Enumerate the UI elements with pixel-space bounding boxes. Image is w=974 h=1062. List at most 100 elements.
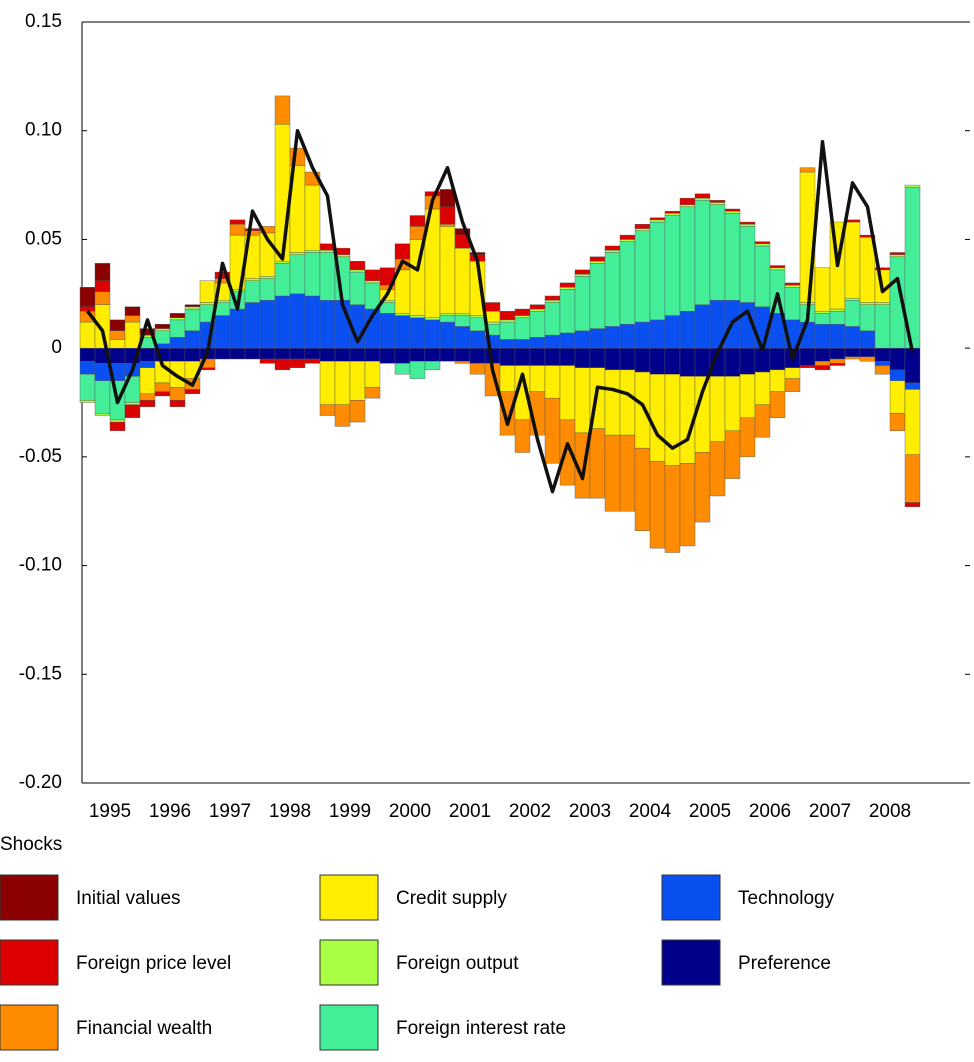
bar-segment <box>769 391 786 418</box>
x-tick-label: 1997 <box>209 801 251 822</box>
bar-segment <box>394 315 411 349</box>
bar-segment <box>784 287 801 321</box>
bar-segment <box>559 332 576 349</box>
bar-segment <box>814 324 831 349</box>
bar-segment <box>274 263 291 297</box>
bar-segment <box>769 267 786 271</box>
bar-segment <box>604 347 621 371</box>
bar-segment <box>169 317 186 321</box>
bar-segment <box>454 360 471 364</box>
bar-segment <box>889 254 906 258</box>
legend-label: Foreign interest rate <box>396 1018 566 1039</box>
bar-segment <box>244 302 261 349</box>
bar-segment <box>424 317 441 321</box>
bar-segment <box>814 347 831 362</box>
bar-segment <box>124 321 141 349</box>
bar-segment <box>154 391 171 397</box>
bar-segment <box>709 441 726 497</box>
bar-segment <box>634 347 651 373</box>
bar-segment <box>289 252 306 255</box>
bar-segment <box>529 347 546 366</box>
bar-segment <box>844 300 861 327</box>
legend-swatch <box>319 874 379 921</box>
bar-segment <box>814 310 831 314</box>
y-tick-label: -0.05 <box>19 446 62 467</box>
bar-segment <box>289 358 306 368</box>
x-tick-label: 2003 <box>569 801 611 822</box>
bar-segment <box>844 326 861 349</box>
bar-segment <box>169 337 186 349</box>
bar-segment <box>874 304 891 349</box>
bar-segment <box>439 321 456 349</box>
bar-segment <box>139 393 156 401</box>
bar-segment <box>724 208 741 212</box>
bar-segment <box>139 400 156 408</box>
bar-segment <box>184 330 201 349</box>
bar-segment <box>604 326 621 349</box>
bar-segment <box>529 310 546 338</box>
bar-segment <box>769 265 786 268</box>
y-tick-label: 0.10 <box>25 120 62 141</box>
bar-segment <box>79 287 96 308</box>
bar-segment <box>79 306 96 312</box>
bar-segment <box>844 297 861 301</box>
bar-segment <box>334 247 351 255</box>
bar-segment <box>829 308 846 312</box>
bar-segment <box>124 404 141 418</box>
bar-segment <box>709 376 726 442</box>
bar-segment <box>649 217 666 221</box>
bar-segment <box>394 363 411 375</box>
bar-segment <box>229 224 246 236</box>
bar-segment <box>424 319 441 349</box>
x-tick-label: 1999 <box>329 801 371 822</box>
bar-segment <box>169 313 186 318</box>
bar-segment <box>454 228 471 236</box>
bar-segment <box>424 360 441 371</box>
bar-segment <box>244 278 261 281</box>
bar-segment <box>469 252 486 255</box>
bar-segment <box>169 400 186 408</box>
bar-segment <box>769 369 786 392</box>
bar-segment <box>769 347 786 371</box>
bar-segment <box>124 306 141 316</box>
bar-segment <box>814 313 831 325</box>
x-tick-label: 1998 <box>269 801 311 822</box>
bar-segment <box>814 267 831 312</box>
bar-segment <box>544 334 561 349</box>
bar-segment <box>94 291 111 305</box>
bar-segment <box>739 417 756 458</box>
bar-segment <box>499 310 516 321</box>
bar-segment <box>229 219 246 225</box>
bar-segment <box>409 347 426 362</box>
x-tick-label: 2005 <box>689 801 731 822</box>
bar-segment <box>724 376 741 431</box>
bar-segment <box>394 347 411 364</box>
bar-segment <box>874 302 891 305</box>
bar-segment <box>664 315 681 349</box>
bar-segment <box>904 389 921 455</box>
bar-segment <box>694 452 711 523</box>
bar-segment <box>484 302 501 312</box>
legend-label: Financial wealth <box>76 1018 212 1039</box>
bar-segment <box>154 324 171 329</box>
bar-segment <box>439 206 456 225</box>
bar-segment <box>874 360 891 366</box>
bar-segment <box>814 360 831 366</box>
bar-segment <box>664 347 681 375</box>
bar-segment <box>304 184 321 251</box>
bar-segment <box>604 252 621 327</box>
bar-segment <box>859 304 876 331</box>
bar-segment <box>724 430 741 479</box>
bar-segment <box>664 215 681 316</box>
bar-segment <box>664 213 681 216</box>
bar-segment <box>349 269 366 273</box>
legend-label: Initial values <box>76 888 181 909</box>
y-tick-label: 0.15 <box>25 11 62 32</box>
x-tick-label: 2006 <box>749 801 791 822</box>
bar-segment <box>904 502 921 508</box>
bar-segment <box>634 224 651 229</box>
bar-segment <box>544 295 561 301</box>
bar-segment <box>139 360 156 368</box>
bar-segment <box>424 347 441 362</box>
bar-segment <box>784 284 801 288</box>
